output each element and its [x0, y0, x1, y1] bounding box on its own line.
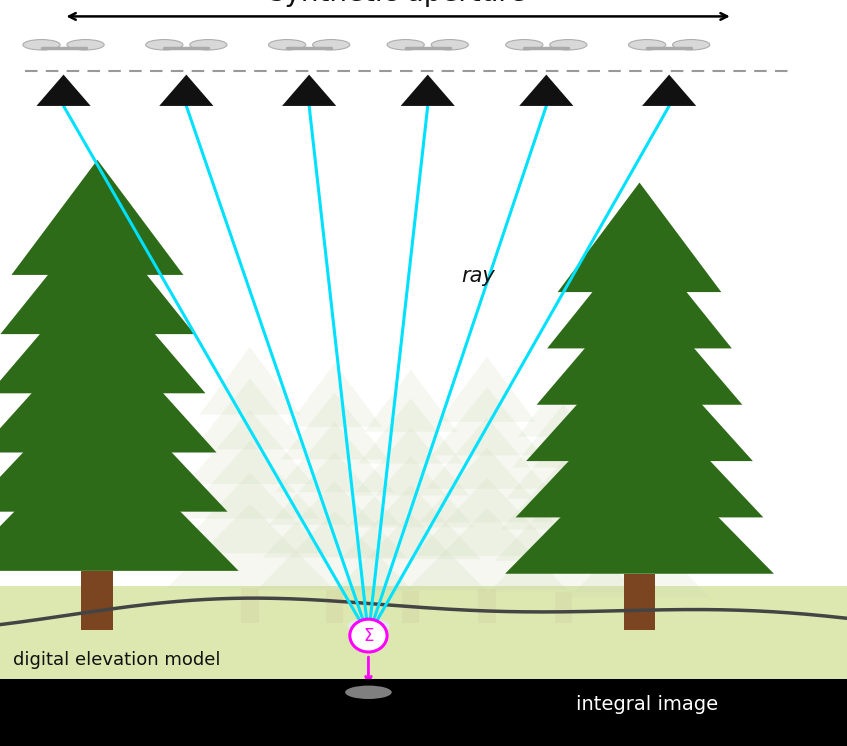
Polygon shape [407, 508, 567, 589]
Ellipse shape [313, 40, 350, 50]
Polygon shape [512, 404, 614, 468]
Polygon shape [490, 516, 637, 592]
Polygon shape [439, 357, 535, 422]
Polygon shape [174, 472, 326, 554]
Text: ray: ray [462, 266, 495, 286]
Polygon shape [335, 513, 487, 591]
Polygon shape [495, 489, 632, 561]
Bar [555, 592, 572, 623]
Polygon shape [364, 370, 457, 432]
Polygon shape [501, 460, 626, 530]
Ellipse shape [387, 40, 424, 50]
Polygon shape [0, 374, 228, 512]
Polygon shape [642, 75, 696, 106]
Polygon shape [526, 335, 753, 461]
Ellipse shape [431, 40, 468, 50]
Polygon shape [419, 448, 555, 522]
Polygon shape [180, 441, 319, 518]
Polygon shape [352, 427, 469, 495]
Polygon shape [401, 75, 455, 106]
Text: synthetic aperture: synthetic aperture [270, 0, 526, 7]
Bar [0, 586, 847, 746]
Polygon shape [569, 526, 710, 597]
Bar [0, 679, 847, 746]
Polygon shape [432, 387, 542, 455]
Polygon shape [518, 376, 608, 436]
Polygon shape [516, 386, 763, 518]
Ellipse shape [268, 40, 306, 50]
Polygon shape [167, 504, 333, 588]
Polygon shape [580, 473, 699, 539]
Polygon shape [257, 511, 412, 590]
Polygon shape [0, 267, 206, 393]
Polygon shape [282, 75, 336, 106]
Ellipse shape [673, 40, 710, 50]
Polygon shape [547, 233, 732, 348]
Polygon shape [505, 437, 774, 574]
Polygon shape [0, 320, 217, 453]
Polygon shape [340, 485, 481, 559]
Ellipse shape [628, 40, 666, 50]
Polygon shape [200, 347, 300, 415]
Polygon shape [346, 456, 475, 527]
Polygon shape [358, 398, 463, 463]
Polygon shape [186, 410, 313, 484]
Polygon shape [263, 481, 407, 557]
Ellipse shape [190, 40, 227, 50]
Ellipse shape [67, 40, 104, 50]
Bar [478, 589, 496, 623]
Polygon shape [36, 75, 91, 106]
Ellipse shape [146, 40, 183, 50]
Ellipse shape [550, 40, 587, 50]
Bar [402, 591, 419, 623]
Polygon shape [426, 417, 548, 489]
Bar [624, 574, 655, 630]
Bar [632, 597, 647, 627]
Polygon shape [586, 446, 693, 509]
Polygon shape [557, 183, 722, 292]
Text: digital elevation model: digital elevation model [13, 651, 220, 669]
Polygon shape [591, 419, 688, 480]
Polygon shape [507, 432, 620, 498]
Polygon shape [287, 363, 382, 427]
Ellipse shape [346, 686, 392, 699]
Polygon shape [597, 393, 682, 450]
Polygon shape [268, 452, 401, 524]
Polygon shape [12, 160, 184, 275]
Polygon shape [159, 75, 213, 106]
Ellipse shape [23, 40, 60, 50]
Bar [241, 588, 259, 623]
Bar [326, 590, 343, 623]
Polygon shape [519, 75, 573, 106]
Polygon shape [0, 213, 195, 334]
Polygon shape [281, 393, 388, 460]
Circle shape [350, 619, 387, 652]
Polygon shape [275, 422, 394, 492]
Ellipse shape [347, 618, 390, 633]
Ellipse shape [506, 40, 543, 50]
Text: $\Sigma$: $\Sigma$ [363, 627, 374, 645]
Bar [81, 571, 113, 630]
Polygon shape [193, 378, 307, 449]
Polygon shape [0, 427, 239, 571]
Polygon shape [537, 284, 742, 405]
Polygon shape [413, 477, 561, 556]
Polygon shape [575, 499, 704, 568]
Text: integral image: integral image [576, 695, 718, 715]
